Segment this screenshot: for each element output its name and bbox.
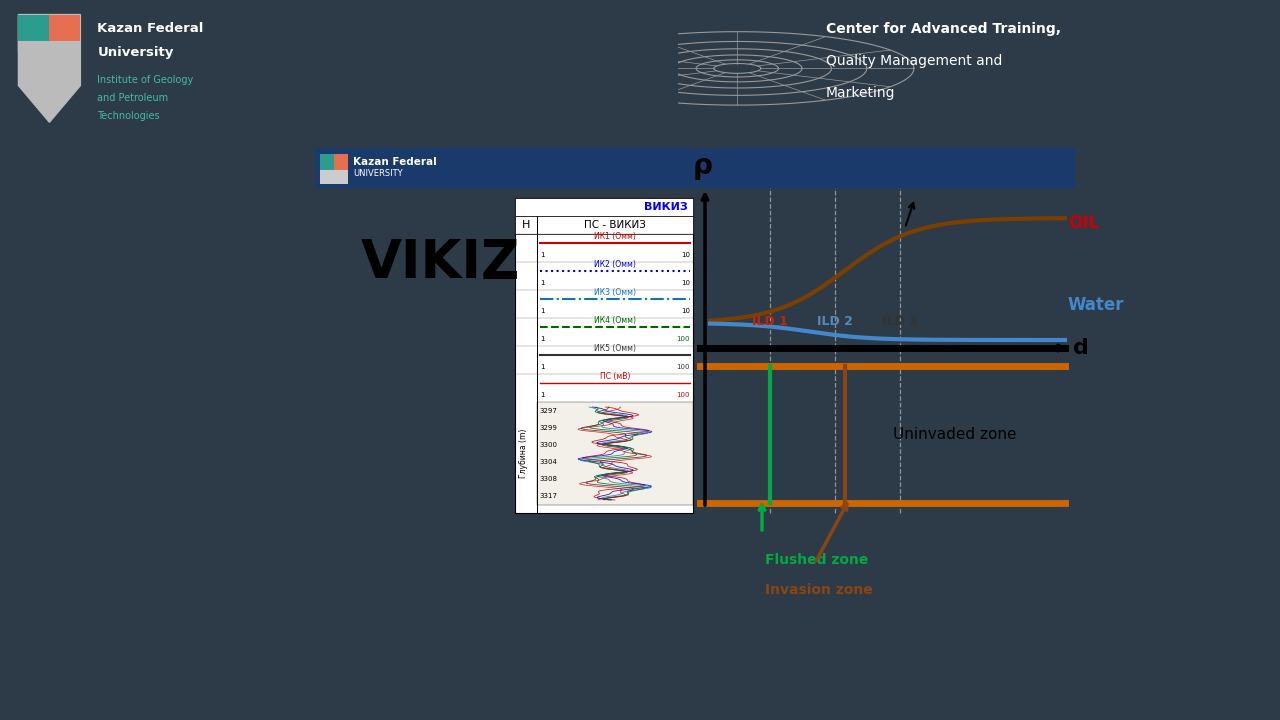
Text: ILD 2: ILD 2 — [817, 315, 852, 328]
Text: 1: 1 — [540, 308, 544, 314]
Text: UNIVERSITY: UNIVERSITY — [353, 169, 403, 179]
Text: Institute of Geology: Institute of Geology — [97, 74, 193, 84]
Text: 10: 10 — [681, 280, 690, 286]
Text: ИК4 (Омм): ИК4 (Омм) — [594, 316, 636, 325]
Text: Center for Advanced Training,: Center for Advanced Training, — [826, 22, 1061, 36]
Text: 1: 1 — [540, 280, 544, 286]
Text: 1: 1 — [540, 252, 544, 258]
Text: Kazan Federal: Kazan Federal — [353, 157, 436, 167]
Text: Technologies: Technologies — [97, 111, 160, 121]
Bar — [320, 154, 334, 170]
Text: ИК1 (Омм): ИК1 (Омм) — [594, 232, 636, 241]
Text: 10: 10 — [681, 308, 690, 314]
Text: ILD 3: ILD 3 — [882, 315, 918, 328]
Text: 3299: 3299 — [539, 425, 557, 431]
Text: Quality Management and: Quality Management and — [826, 54, 1002, 68]
Bar — [334, 154, 348, 170]
Text: Marketing: Marketing — [826, 86, 895, 99]
Text: ИК2 (Омм): ИК2 (Омм) — [594, 260, 636, 269]
Text: 10: 10 — [681, 252, 690, 258]
Text: Water: Water — [1068, 296, 1125, 314]
Text: OIL: OIL — [1068, 214, 1100, 232]
Text: ВИКИЗ: ВИКИЗ — [644, 202, 689, 212]
Text: 3297: 3297 — [539, 408, 557, 413]
Text: University: University — [97, 46, 174, 59]
Text: d: d — [1073, 338, 1089, 358]
Text: ИК5 (Омм): ИК5 (Омм) — [594, 344, 636, 353]
Text: 100: 100 — [677, 392, 690, 398]
Polygon shape — [18, 14, 50, 53]
Text: 3300: 3300 — [539, 442, 557, 448]
Text: Flushed zone: Flushed zone — [765, 553, 868, 567]
Text: ПС - ВИКИЗ: ПС - ВИКИЗ — [584, 220, 646, 230]
Text: H: H — [522, 220, 530, 230]
Text: Uninvaded zone: Uninvaded zone — [893, 427, 1016, 442]
Text: 3304: 3304 — [539, 459, 557, 465]
Bar — [515, 216, 692, 234]
Text: Kazan Federal: Kazan Federal — [97, 22, 204, 35]
Bar — [315, 148, 1075, 188]
Bar — [50, 14, 81, 42]
Text: and Petroleum: and Petroleum — [97, 93, 169, 103]
Text: 3308: 3308 — [539, 476, 557, 482]
Polygon shape — [18, 14, 81, 122]
Text: ILD 1: ILD 1 — [753, 315, 788, 328]
Text: 1: 1 — [540, 392, 544, 398]
Bar — [538, 402, 692, 505]
Bar — [320, 154, 348, 184]
Text: 3317: 3317 — [539, 493, 557, 500]
Bar — [18, 14, 50, 42]
Text: ρ: ρ — [692, 152, 713, 180]
Text: 1: 1 — [540, 364, 544, 370]
Text: ИК3 (Омм): ИК3 (Омм) — [594, 288, 636, 297]
Text: VIKIZ: VIKIZ — [361, 237, 520, 289]
Bar — [515, 198, 692, 513]
Text: ПС (мВ): ПС (мВ) — [600, 372, 630, 381]
Bar — [515, 198, 692, 216]
Text: 100: 100 — [677, 364, 690, 370]
Text: Invasion zone: Invasion zone — [765, 583, 873, 597]
Text: 100: 100 — [677, 336, 690, 342]
Text: 1: 1 — [540, 336, 544, 342]
Text: Глубина (m): Глубина (m) — [518, 429, 527, 478]
